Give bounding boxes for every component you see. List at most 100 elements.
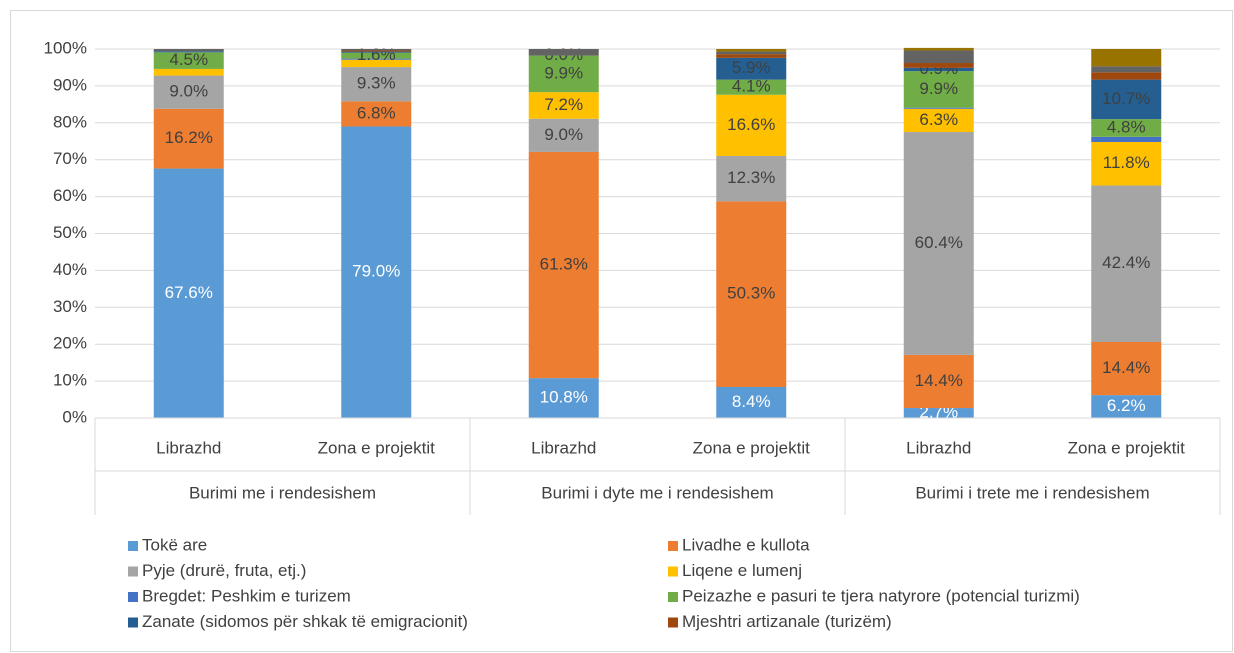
bar-segment: [153, 108, 224, 169]
legend-label: Pyje (drurë, fruta, etj.): [142, 561, 306, 580]
bar-segment: [716, 54, 787, 58]
bar-segment: [903, 408, 974, 418]
legend-swatch: [668, 566, 678, 577]
legend-label: Tokë are: [142, 535, 207, 554]
data-label: 11.8%: [1103, 153, 1150, 172]
bar-segment: [716, 79, 787, 95]
bar-segment: [341, 59, 412, 68]
bar-segment: [341, 50, 412, 52]
legend-swatch: [668, 617, 678, 628]
bar-segment: [528, 92, 599, 119]
data-label: 14.4%: [1102, 358, 1150, 377]
y-tick-label: 40%: [53, 260, 87, 279]
data-label: 12.3%: [727, 168, 775, 187]
data-label: 1.6%: [357, 45, 396, 64]
data-label: 4.1%: [732, 77, 771, 96]
legend-label: Mjeshtri artizanale (turizëm): [682, 612, 892, 631]
bar-segment: [903, 71, 974, 108]
bar-segment: [716, 51, 787, 55]
x-tick-label: Librazhd: [156, 438, 221, 457]
data-label: 42.4%: [1102, 253, 1150, 272]
bar-segment: [528, 55, 599, 93]
data-label: 9.0%: [169, 82, 208, 101]
data-label: 7.2%: [544, 95, 583, 114]
group-label: Burimi me i rendesishem: [189, 483, 376, 502]
legend-swatch: [668, 541, 678, 551]
bar-segment: [341, 101, 412, 127]
bar-segment: [903, 108, 974, 133]
bar-segment: [528, 151, 599, 379]
legend-swatch: [668, 592, 678, 602]
bar-segment: [903, 354, 974, 409]
bar-segment: [1091, 119, 1162, 137]
bar-segment: [153, 168, 224, 418]
bar-segment: [1091, 395, 1162, 418]
data-label: 9.9%: [544, 63, 583, 82]
legend-label: Livadhe e kullota: [682, 535, 810, 554]
y-tick-label: 30%: [53, 297, 87, 316]
y-tick-label: 100%: [44, 38, 87, 57]
bar-segment: [1091, 185, 1162, 342]
bar-segment: [903, 132, 974, 355]
data-label: 6.3%: [919, 110, 958, 129]
legend-swatch: [128, 617, 138, 628]
y-tick-label: 20%: [53, 334, 87, 353]
bar-segment: [153, 75, 224, 109]
data-label: 6.2%: [1107, 396, 1146, 415]
bar-segment: [153, 51, 224, 53]
bar-segment: [341, 52, 412, 59]
data-label: 4.5%: [169, 50, 208, 69]
legend-swatch: [128, 592, 138, 602]
bar-segment: [1091, 49, 1162, 67]
data-label: 8.4%: [732, 392, 771, 411]
data-label: 9.3%: [357, 74, 396, 93]
legend-label: Liqene e lumenj: [682, 561, 802, 580]
data-label: 79.0%: [352, 262, 400, 281]
legend-label: Zanate (sidomos për shkak të emigracioni…: [142, 612, 468, 631]
y-tick-label: 90%: [53, 75, 87, 94]
group-label: Burimi i dyte me i rendesishem: [541, 483, 773, 502]
bar-segment: [153, 52, 224, 69]
data-label: 9.0%: [544, 125, 583, 144]
y-tick-label: 70%: [53, 149, 87, 168]
data-label: 4.8%: [1107, 117, 1146, 136]
data-label: 5.9%: [732, 58, 771, 77]
bar-segment: [1091, 136, 1162, 142]
bar-segment: [1091, 66, 1162, 73]
legend-swatch: [128, 566, 138, 577]
y-tick-label: 60%: [53, 186, 87, 205]
y-tick-label: 0%: [62, 407, 87, 426]
data-label: 10.8%: [540, 388, 588, 407]
bar-segment: [341, 51, 412, 53]
data-label: 6.8%: [357, 103, 396, 122]
bar-segment: [341, 126, 412, 419]
data-label: 16.6%: [727, 115, 775, 134]
legend-label: Peizazhe e pasuri te tjera natyrore (pot…: [682, 586, 1080, 605]
y-tick-label: 50%: [53, 223, 87, 242]
bar-segment: [716, 57, 787, 80]
bar-segment: [153, 49, 224, 52]
bar-segment: [1091, 72, 1162, 80]
bar-segment: [341, 67, 412, 102]
bar-segment: [716, 49, 787, 52]
legend-swatch: [128, 541, 138, 551]
x-tick-label: Zona e projektit: [1068, 438, 1185, 457]
y-tick-label: 80%: [53, 112, 87, 131]
legend-label: Bregdet: Peshkim e turizem: [142, 586, 351, 605]
bar-segment: [1091, 79, 1162, 120]
bar-segment: [341, 58, 412, 60]
data-label: 10.7%: [1102, 89, 1150, 108]
bar-segment: [341, 49, 412, 51]
data-label: 16.2%: [165, 128, 213, 147]
data-label: 9.9%: [919, 79, 958, 98]
bar-segment: [716, 156, 787, 202]
bar-segment: [716, 201, 787, 388]
bar-segment: [903, 47, 974, 51]
bar-segment: [903, 107, 974, 109]
x-tick-label: Zona e projektit: [693, 438, 810, 457]
data-label: 50.3%: [727, 284, 775, 303]
y-tick-label: 10%: [53, 371, 87, 390]
bar-segment: [903, 67, 974, 72]
data-label: 14.4%: [915, 371, 963, 390]
